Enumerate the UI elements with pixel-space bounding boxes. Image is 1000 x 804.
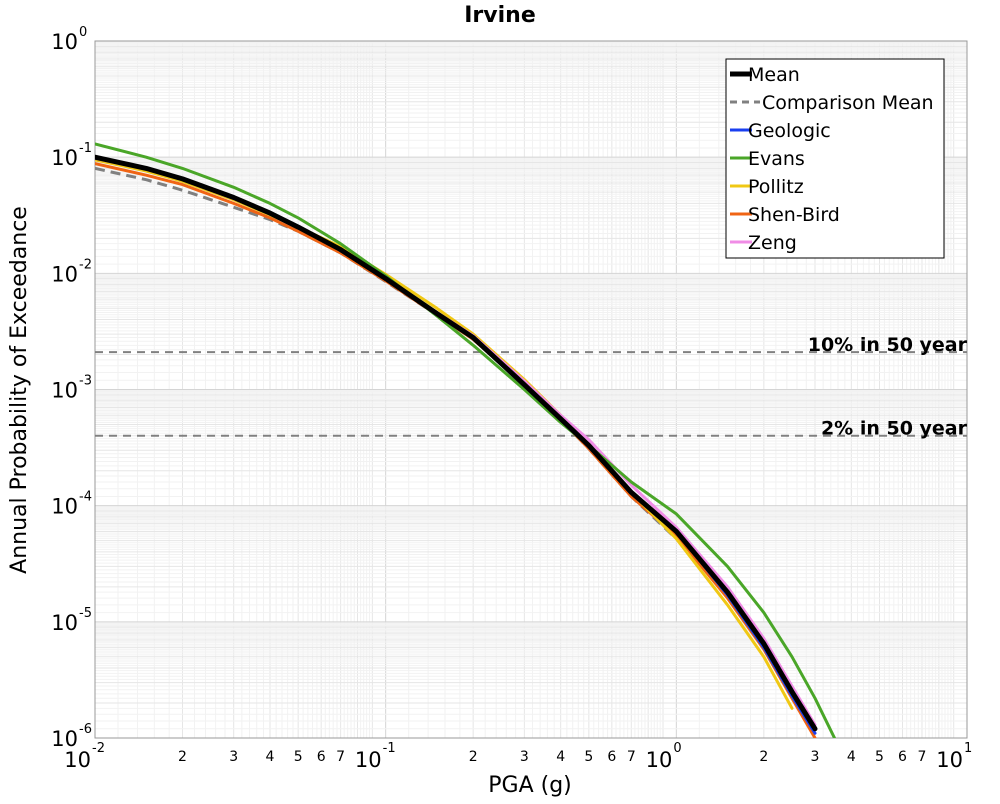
reference-line-label: 2% in 50 year	[821, 418, 968, 440]
legend-label: Mean	[748, 64, 800, 86]
x-minor-tick-label: 2	[178, 749, 187, 765]
reference-lines: 10% in 50 year 2% in 50 year	[95, 334, 968, 440]
x-minor-tick-label: 7	[918, 749, 927, 765]
y-major-tick-label: 10	[51, 379, 78, 403]
x-minor-tick-label: 6	[317, 749, 326, 765]
legend-label: Zeng	[748, 232, 797, 254]
y-major-tick-label: 10	[51, 495, 78, 519]
y-major-tick-label: 10	[51, 30, 78, 54]
x-minor-tick-label: 5	[584, 749, 593, 765]
x-minor-tick-label: 7	[627, 749, 636, 765]
y-major-tick-exponent: 0	[79, 25, 87, 40]
x-minor-tick-label: 3	[811, 749, 820, 765]
y-major-tick-label: 10	[51, 727, 78, 751]
x-major-tick-label: 10	[355, 748, 382, 772]
y-axis-label: Annual Probability of Exceedance	[7, 206, 32, 574]
x-minor-tick-label: 4	[556, 749, 565, 765]
y-major-tick-label: 10	[51, 262, 78, 286]
y-major-tick-label: 10	[51, 611, 78, 635]
tick-labels: 10 -2 10 -1 10 0 10 12 3 4 5 6 7 2 3 4 5 6 7 2 3 4 5 6 710 010 -11…	[51, 25, 972, 772]
chart-title: Irvine	[464, 3, 536, 28]
y-major-tick-exponent: -1	[79, 141, 92, 156]
legend-label: Geologic	[748, 120, 831, 142]
x-major-tick-label: 10	[64, 748, 91, 772]
legend: Mean Comparison Mean Geologic Evans Pollitz S…	[725, 58, 945, 259]
x-major-tick-exponent: -2	[92, 741, 105, 756]
x-minor-tick-label: 4	[266, 749, 275, 765]
x-minor-tick-label: 7	[336, 749, 345, 765]
series-line-evans	[95, 142, 836, 738]
legend-label: Comparison Mean	[762, 92, 934, 114]
legend-box	[725, 58, 945, 259]
series-lines	[95, 142, 836, 738]
x-major-tick-exponent: -1	[383, 741, 396, 756]
x-major-tick-label: 10	[936, 748, 963, 772]
x-major-tick-label: 10	[646, 748, 673, 772]
x-minor-tick-label: 2	[759, 749, 768, 765]
x-minor-tick-label: 3	[229, 749, 238, 765]
reference-line-label: 10% in 50 year	[808, 334, 968, 356]
y-major-tick-exponent: -6	[79, 722, 92, 737]
y-major-tick-label: 10	[51, 146, 78, 170]
plot-frame	[94, 40, 968, 739]
x-minor-tick-label: 4	[847, 749, 856, 765]
legend-label: Evans	[748, 148, 805, 170]
y-major-tick-exponent: -4	[79, 490, 92, 505]
legend-label: Shen-Bird	[748, 204, 840, 226]
legend-label: Pollitz	[748, 176, 804, 198]
series-line-mean	[95, 154, 818, 732]
x-minor-tick-label: 2	[469, 749, 478, 765]
x-minor-tick-label: 6	[898, 749, 907, 765]
x-major-tick-exponent: 1	[964, 741, 972, 756]
x-minor-tick-label: 5	[294, 749, 303, 765]
x-minor-tick-label: 3	[520, 749, 529, 765]
x-axis-label: PGA (g)	[488, 773, 572, 798]
y-major-tick-exponent: -5	[79, 606, 92, 621]
x-minor-tick-label: 6	[607, 749, 616, 765]
y-major-tick-exponent: -2	[79, 257, 92, 272]
x-major-tick-exponent: 0	[673, 741, 681, 756]
x-minor-tick-label: 5	[875, 749, 884, 765]
y-major-tick-exponent: -3	[79, 374, 92, 389]
